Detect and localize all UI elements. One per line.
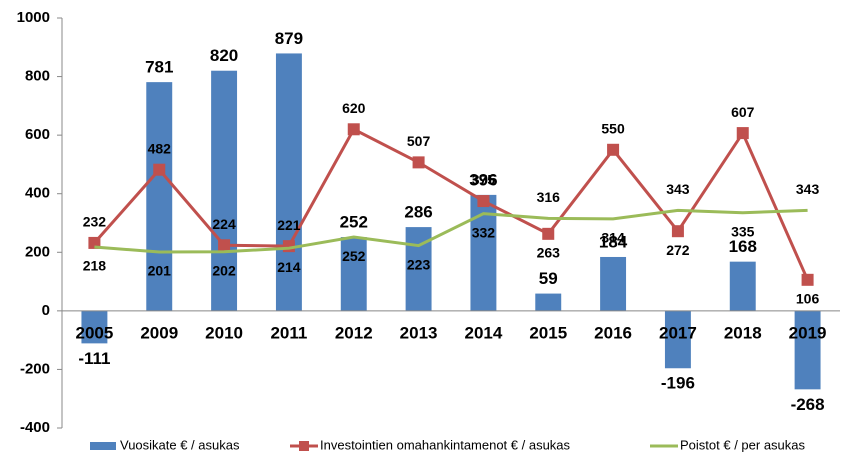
line-marker	[153, 163, 166, 176]
bar	[81, 310, 108, 344]
legend-label: Poistot € / per asukas	[680, 437, 806, 452]
data-label: -268	[791, 395, 825, 414]
x-tick-label: 2009	[140, 323, 178, 342]
data-label: 482	[148, 140, 172, 156]
line-marker	[607, 143, 620, 156]
data-label: 620	[342, 100, 366, 116]
x-tick-label: 2011	[270, 323, 307, 342]
bar	[600, 256, 627, 311]
bar	[535, 293, 562, 311]
data-label: 224	[212, 216, 236, 232]
line-marker	[801, 273, 814, 286]
line-marker	[671, 225, 684, 238]
x-tick-label: 2005	[76, 323, 114, 342]
line-marker	[412, 156, 425, 169]
legend-marker	[299, 441, 309, 451]
data-label: 106	[796, 291, 820, 307]
data-label: -196	[661, 374, 695, 393]
line-marker	[736, 127, 749, 140]
legend-label: Investointien omahankintamenot € / asuka…	[320, 437, 571, 452]
x-tick-label: 2016	[594, 323, 632, 342]
x-tick-label: 2017	[659, 323, 697, 342]
data-label: 781	[145, 58, 173, 77]
data-label: 168	[729, 237, 757, 256]
data-label: 59	[539, 269, 558, 288]
data-label: 223	[407, 256, 431, 272]
y-tick-label: -200	[20, 360, 50, 377]
data-label: 272	[666, 242, 690, 258]
x-tick-label: 2012	[335, 323, 373, 342]
data-label: 879	[275, 29, 303, 48]
y-tick-label: 400	[25, 185, 50, 202]
line-marker	[218, 239, 231, 252]
data-label: -111	[78, 349, 110, 368]
y-tick-label: 800	[25, 68, 50, 85]
y-tick-label: -400	[20, 419, 50, 436]
data-label: 316	[537, 189, 561, 205]
data-label: 550	[601, 120, 625, 136]
bar	[794, 310, 821, 390]
bar	[340, 237, 367, 311]
x-tick-label: 2010	[205, 323, 243, 342]
data-label: 335	[731, 223, 755, 239]
data-label: 263	[537, 245, 561, 261]
data-label: 396	[469, 170, 497, 189]
data-label: 201	[148, 263, 172, 279]
line-series	[93, 127, 809, 281]
data-label: 232	[83, 214, 107, 230]
x-tick-label: 2013	[400, 323, 438, 342]
legend-label: Vuosikate € / asukas	[120, 437, 240, 452]
bar	[211, 70, 238, 311]
data-label: 252	[340, 213, 368, 232]
data-label: 820	[210, 46, 238, 65]
legend-swatch	[90, 442, 116, 450]
data-label: 214	[277, 259, 301, 275]
x-tick-label: 2014	[465, 323, 503, 342]
y-tick-label: 1000	[17, 9, 50, 26]
bar	[729, 261, 756, 311]
data-label: 202	[212, 262, 236, 278]
x-tick-label: 2015	[529, 323, 567, 342]
bar	[664, 310, 691, 369]
data-label: 375	[472, 172, 496, 188]
y-tick-label: 200	[25, 243, 50, 260]
data-label: 343	[666, 181, 690, 197]
bar	[146, 82, 173, 311]
x-tick-label: 2018	[724, 323, 762, 342]
x-tick-label: 2019	[789, 323, 827, 342]
line-marker	[477, 195, 490, 208]
y-tick-label: 600	[25, 126, 50, 143]
data-label: 507	[407, 133, 431, 149]
data-label: 252	[342, 248, 366, 264]
data-label: 221	[277, 217, 301, 233]
data-label: 286	[404, 203, 432, 222]
line-marker	[542, 227, 555, 240]
data-label: 343	[796, 181, 820, 197]
line-marker	[347, 123, 360, 136]
data-label: 607	[731, 104, 755, 120]
data-label: 184	[599, 232, 628, 251]
data-label: 218	[83, 258, 107, 274]
line-series	[94, 208, 808, 254]
bar	[275, 53, 302, 311]
data-label: 314	[601, 230, 625, 246]
y-tick-label: 0	[42, 302, 50, 319]
data-label: 332	[472, 224, 496, 240]
